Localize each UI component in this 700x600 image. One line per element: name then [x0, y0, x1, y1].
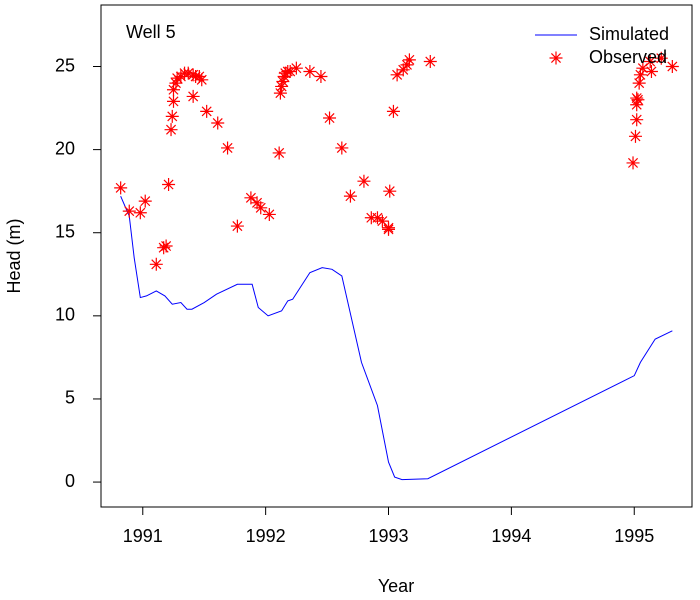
observed-point	[250, 196, 264, 210]
observed-point	[230, 219, 244, 233]
observed-point	[170, 71, 184, 85]
observed-point	[221, 141, 235, 155]
x-tick-label: 1993	[368, 526, 408, 546]
x-tick-label: 1991	[123, 526, 163, 546]
observed-point	[149, 257, 163, 271]
observed-point	[370, 211, 384, 225]
observed-point	[289, 61, 303, 75]
legend-label: Observed	[589, 47, 667, 67]
observed-point	[186, 89, 200, 103]
observed-point	[402, 53, 416, 67]
y-axis-label: Head (m)	[4, 218, 24, 293]
observed-point	[262, 207, 276, 221]
observed-point	[166, 94, 180, 108]
observed-point	[272, 146, 286, 160]
observed-point	[277, 69, 291, 83]
observed-point	[383, 184, 397, 198]
simulated-line	[120, 195, 673, 481]
observed-point	[632, 76, 646, 90]
observed-point	[335, 141, 349, 155]
observed-point	[211, 116, 225, 130]
observed-point	[396, 63, 410, 77]
y-tick-label: 0	[65, 471, 75, 491]
observed-point	[275, 79, 289, 93]
observed-point	[192, 69, 206, 83]
observed-point	[133, 206, 147, 220]
observed-point	[423, 55, 437, 69]
observed-point	[314, 69, 328, 83]
observed-point	[254, 201, 268, 215]
observed-point	[400, 58, 414, 72]
observed-point	[630, 98, 644, 112]
observed-point	[665, 60, 679, 74]
observed-point	[626, 156, 640, 170]
plot-frame	[100, 4, 693, 508]
chart-title: Well 5	[126, 22, 176, 42]
observed-point	[283, 64, 297, 78]
observed-point	[162, 178, 176, 192]
legend-marker	[549, 51, 563, 65]
observed-point	[164, 123, 178, 137]
observed-point	[644, 64, 658, 78]
observed-point	[633, 68, 647, 82]
observed-point	[343, 189, 357, 203]
observed-point	[122, 204, 136, 218]
observed-point	[631, 93, 645, 107]
observed-point	[303, 64, 317, 78]
observed-point	[375, 214, 389, 228]
observed-point	[386, 104, 400, 118]
observed-point	[654, 51, 668, 65]
observed-point	[181, 66, 195, 80]
y-tick-label: 10	[55, 305, 75, 325]
observed-point	[165, 109, 179, 123]
observed-point	[628, 129, 642, 143]
observed-point	[643, 55, 657, 69]
y-tick-label: 20	[55, 138, 75, 158]
observed-point	[159, 239, 173, 253]
x-tick-label: 1994	[491, 526, 531, 546]
y-tick-label: 5	[65, 388, 75, 408]
observed-point	[195, 73, 209, 87]
observed-point	[390, 68, 404, 82]
observed-point	[357, 174, 371, 188]
observed-point	[276, 74, 290, 88]
observed-point	[382, 222, 396, 236]
observed-point	[200, 104, 214, 118]
observed-point	[166, 83, 180, 97]
legend-label: Simulated	[589, 24, 669, 44]
observed-point	[273, 86, 287, 100]
observed-point	[169, 76, 183, 90]
observed-point	[244, 191, 258, 205]
observed-point	[630, 113, 644, 127]
x-tick-label: 1995	[614, 526, 654, 546]
observed-point	[323, 111, 337, 125]
observed-point	[138, 194, 152, 208]
x-axis-label: Year	[378, 576, 414, 596]
x-tick-label: 1992	[246, 526, 286, 546]
observed-point	[114, 181, 128, 195]
y-tick-label: 15	[55, 221, 75, 241]
observed-point	[636, 61, 650, 75]
y-tick-label: 25	[55, 55, 75, 75]
